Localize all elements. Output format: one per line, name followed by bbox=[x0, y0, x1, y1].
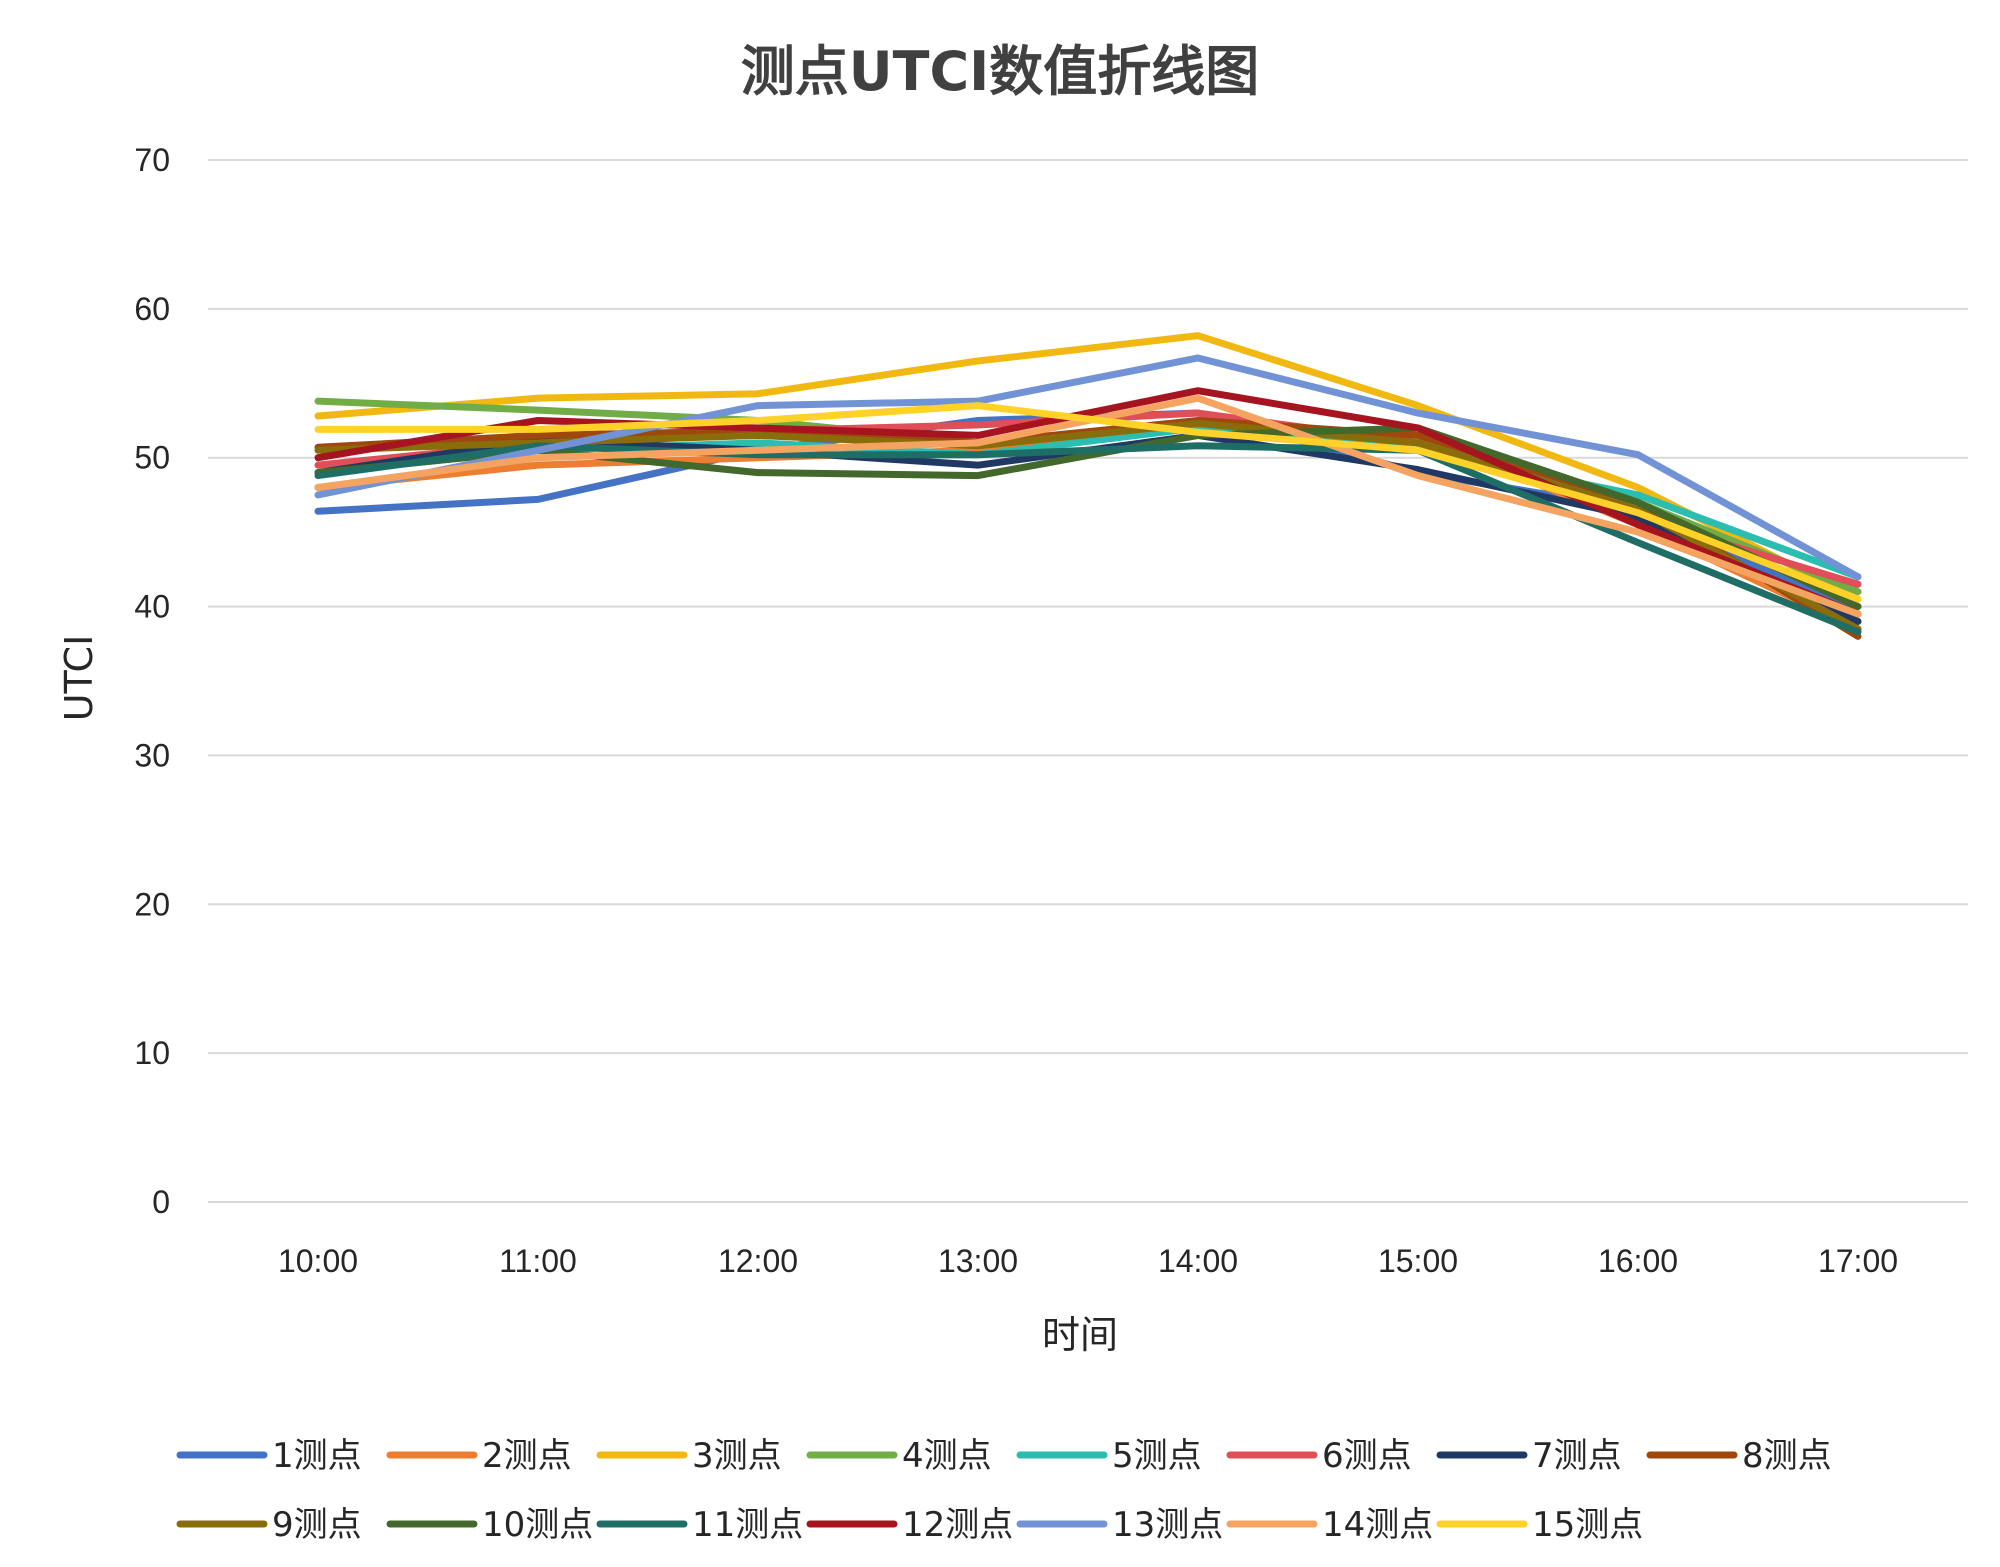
legend-label: 7测点 bbox=[1532, 1436, 1622, 1476]
series-line-11 bbox=[314, 442, 1862, 636]
legend-item: 6测点 bbox=[1226, 1436, 1412, 1476]
legend-label: 15测点 bbox=[1532, 1505, 1643, 1545]
legend: 1测点 2测点 3测点 4测点 5测点 6测点 7测点 8测点 9测点 10测点 11测点 12测点 1… bbox=[176, 1436, 1832, 1545]
y-tick-label: 50 bbox=[134, 440, 170, 476]
x-tick-label: 11:00 bbox=[499, 1243, 577, 1279]
legend-label: 13测点 bbox=[1112, 1505, 1223, 1545]
chart-title: 测点UTCI数值折线图 bbox=[741, 40, 1259, 103]
legend-label: 5测点 bbox=[1112, 1436, 1202, 1476]
x-tick-label: 13:00 bbox=[938, 1243, 1018, 1279]
legend-item: 8测点 bbox=[1646, 1436, 1832, 1476]
series-line-15 bbox=[314, 402, 1862, 603]
legend-label: 4测点 bbox=[902, 1436, 992, 1476]
legend-label: 3测点 bbox=[692, 1436, 782, 1476]
legend-label: 1测点 bbox=[272, 1436, 362, 1476]
x-tick-label: 12:00 bbox=[718, 1243, 798, 1279]
series-line-12 bbox=[314, 387, 1862, 618]
series-line-13 bbox=[314, 354, 1862, 581]
y-tick-label: 10 bbox=[134, 1035, 170, 1071]
x-tick-label: 17:00 bbox=[1818, 1243, 1898, 1279]
y-tick-label: 20 bbox=[134, 886, 170, 922]
x-tick-label: 14:00 bbox=[1158, 1243, 1238, 1279]
legend-item: 2测点 bbox=[386, 1436, 572, 1476]
y-tick-label: 60 bbox=[134, 291, 170, 327]
y-axis-ticks: 0 10 20 30 40 50 60 70 bbox=[134, 142, 170, 1220]
y-tick-label: 70 bbox=[134, 142, 170, 178]
x-axis-ticks: 10:00 11:00 12:00 13:00 14:00 15:00 16:00 17:00 bbox=[278, 1243, 1898, 1279]
x-axis-label: 时间 bbox=[1042, 1313, 1118, 1357]
legend-item: 11测点 bbox=[596, 1505, 803, 1545]
series-lines bbox=[314, 332, 1862, 640]
legend-item: 10测点 bbox=[386, 1505, 593, 1545]
gridlines bbox=[208, 159, 1968, 1203]
y-tick-label: 40 bbox=[134, 589, 170, 625]
legend-item: 15测点 bbox=[1436, 1505, 1643, 1545]
x-tick-label: 10:00 bbox=[278, 1243, 358, 1279]
y-axis-label: UTCI bbox=[57, 635, 101, 722]
legend-item: 9测点 bbox=[176, 1505, 362, 1545]
legend-item: 1测点 bbox=[176, 1436, 362, 1476]
series-line-3 bbox=[314, 332, 1862, 603]
legend-item: 3测点 bbox=[596, 1436, 782, 1476]
legend-label: 11测点 bbox=[692, 1505, 803, 1545]
legend-item: 14测点 bbox=[1226, 1505, 1433, 1545]
legend-item: 7测点 bbox=[1436, 1436, 1622, 1476]
legend-label: 6测点 bbox=[1322, 1436, 1412, 1476]
x-tick-label: 16:00 bbox=[1598, 1243, 1678, 1279]
legend-item: 13测点 bbox=[1016, 1505, 1223, 1545]
legend-item: 12测点 bbox=[806, 1505, 1013, 1545]
legend-item: 5测点 bbox=[1016, 1436, 1202, 1476]
x-tick-label: 15:00 bbox=[1378, 1243, 1458, 1279]
legend-label: 10测点 bbox=[482, 1505, 593, 1545]
legend-label: 12测点 bbox=[902, 1505, 1013, 1545]
legend-item: 4测点 bbox=[806, 1436, 992, 1476]
legend-label: 8测点 bbox=[1742, 1436, 1832, 1476]
y-tick-label: 0 bbox=[152, 1184, 170, 1220]
legend-label: 9测点 bbox=[272, 1505, 362, 1545]
legend-label: 2测点 bbox=[482, 1436, 572, 1476]
y-tick-label: 30 bbox=[134, 737, 170, 773]
legend-label: 14测点 bbox=[1322, 1505, 1433, 1545]
